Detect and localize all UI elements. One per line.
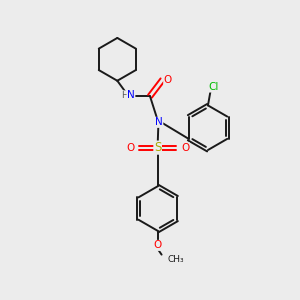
Text: O: O: [164, 75, 172, 85]
Text: N: N: [155, 117, 163, 128]
Text: O: O: [154, 240, 162, 250]
Text: N: N: [127, 90, 135, 100]
Text: CH₃: CH₃: [167, 256, 184, 265]
Text: O: O: [181, 142, 189, 153]
Text: O: O: [126, 142, 134, 153]
Text: S: S: [154, 141, 161, 154]
Text: Cl: Cl: [208, 82, 218, 92]
Text: H: H: [121, 91, 128, 100]
